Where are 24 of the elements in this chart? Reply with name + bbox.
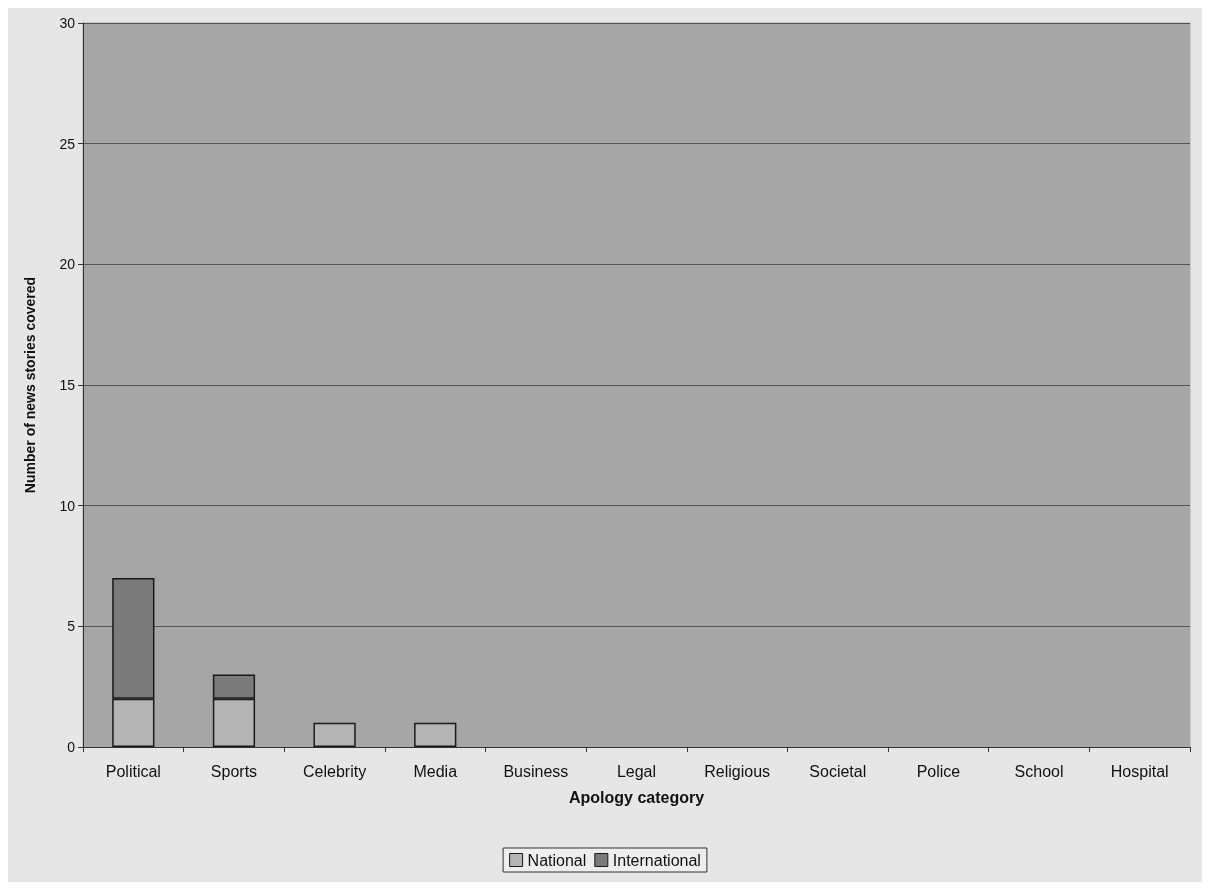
y-tick-label: 5	[67, 618, 76, 635]
x-tick-label: Business	[503, 762, 569, 780]
y-tick-label: 0	[67, 739, 76, 755]
x-tick-label: Legal	[616, 762, 657, 780]
y-tick-label: 25	[59, 135, 76, 152]
x-tick-label: Societal	[809, 762, 867, 780]
legend-label: National	[527, 851, 587, 869]
x-tick-label: Political	[105, 762, 161, 780]
x-tick-label: School	[1014, 762, 1064, 780]
legend-label: International	[612, 851, 701, 869]
x-axis-title: Apology category	[568, 788, 705, 806]
y-axis-title: Number of news stories covered	[22, 276, 38, 494]
x-tick-label: Sports	[210, 762, 258, 780]
y-tick-label: 30	[59, 15, 76, 31]
x-tick-label: Celebrity	[303, 762, 367, 780]
y-tick-label: 10	[59, 497, 76, 514]
y-tick-label: 15	[59, 377, 76, 393]
y-tick-label: 20	[59, 256, 76, 273]
x-tick-label: Police	[916, 762, 961, 780]
bar	[414, 722, 457, 747]
bar	[313, 722, 356, 747]
x-tick-label: Hospital	[1110, 762, 1169, 780]
x-tick-label: Religious	[704, 762, 771, 780]
x-tick-label: Media	[413, 762, 458, 780]
